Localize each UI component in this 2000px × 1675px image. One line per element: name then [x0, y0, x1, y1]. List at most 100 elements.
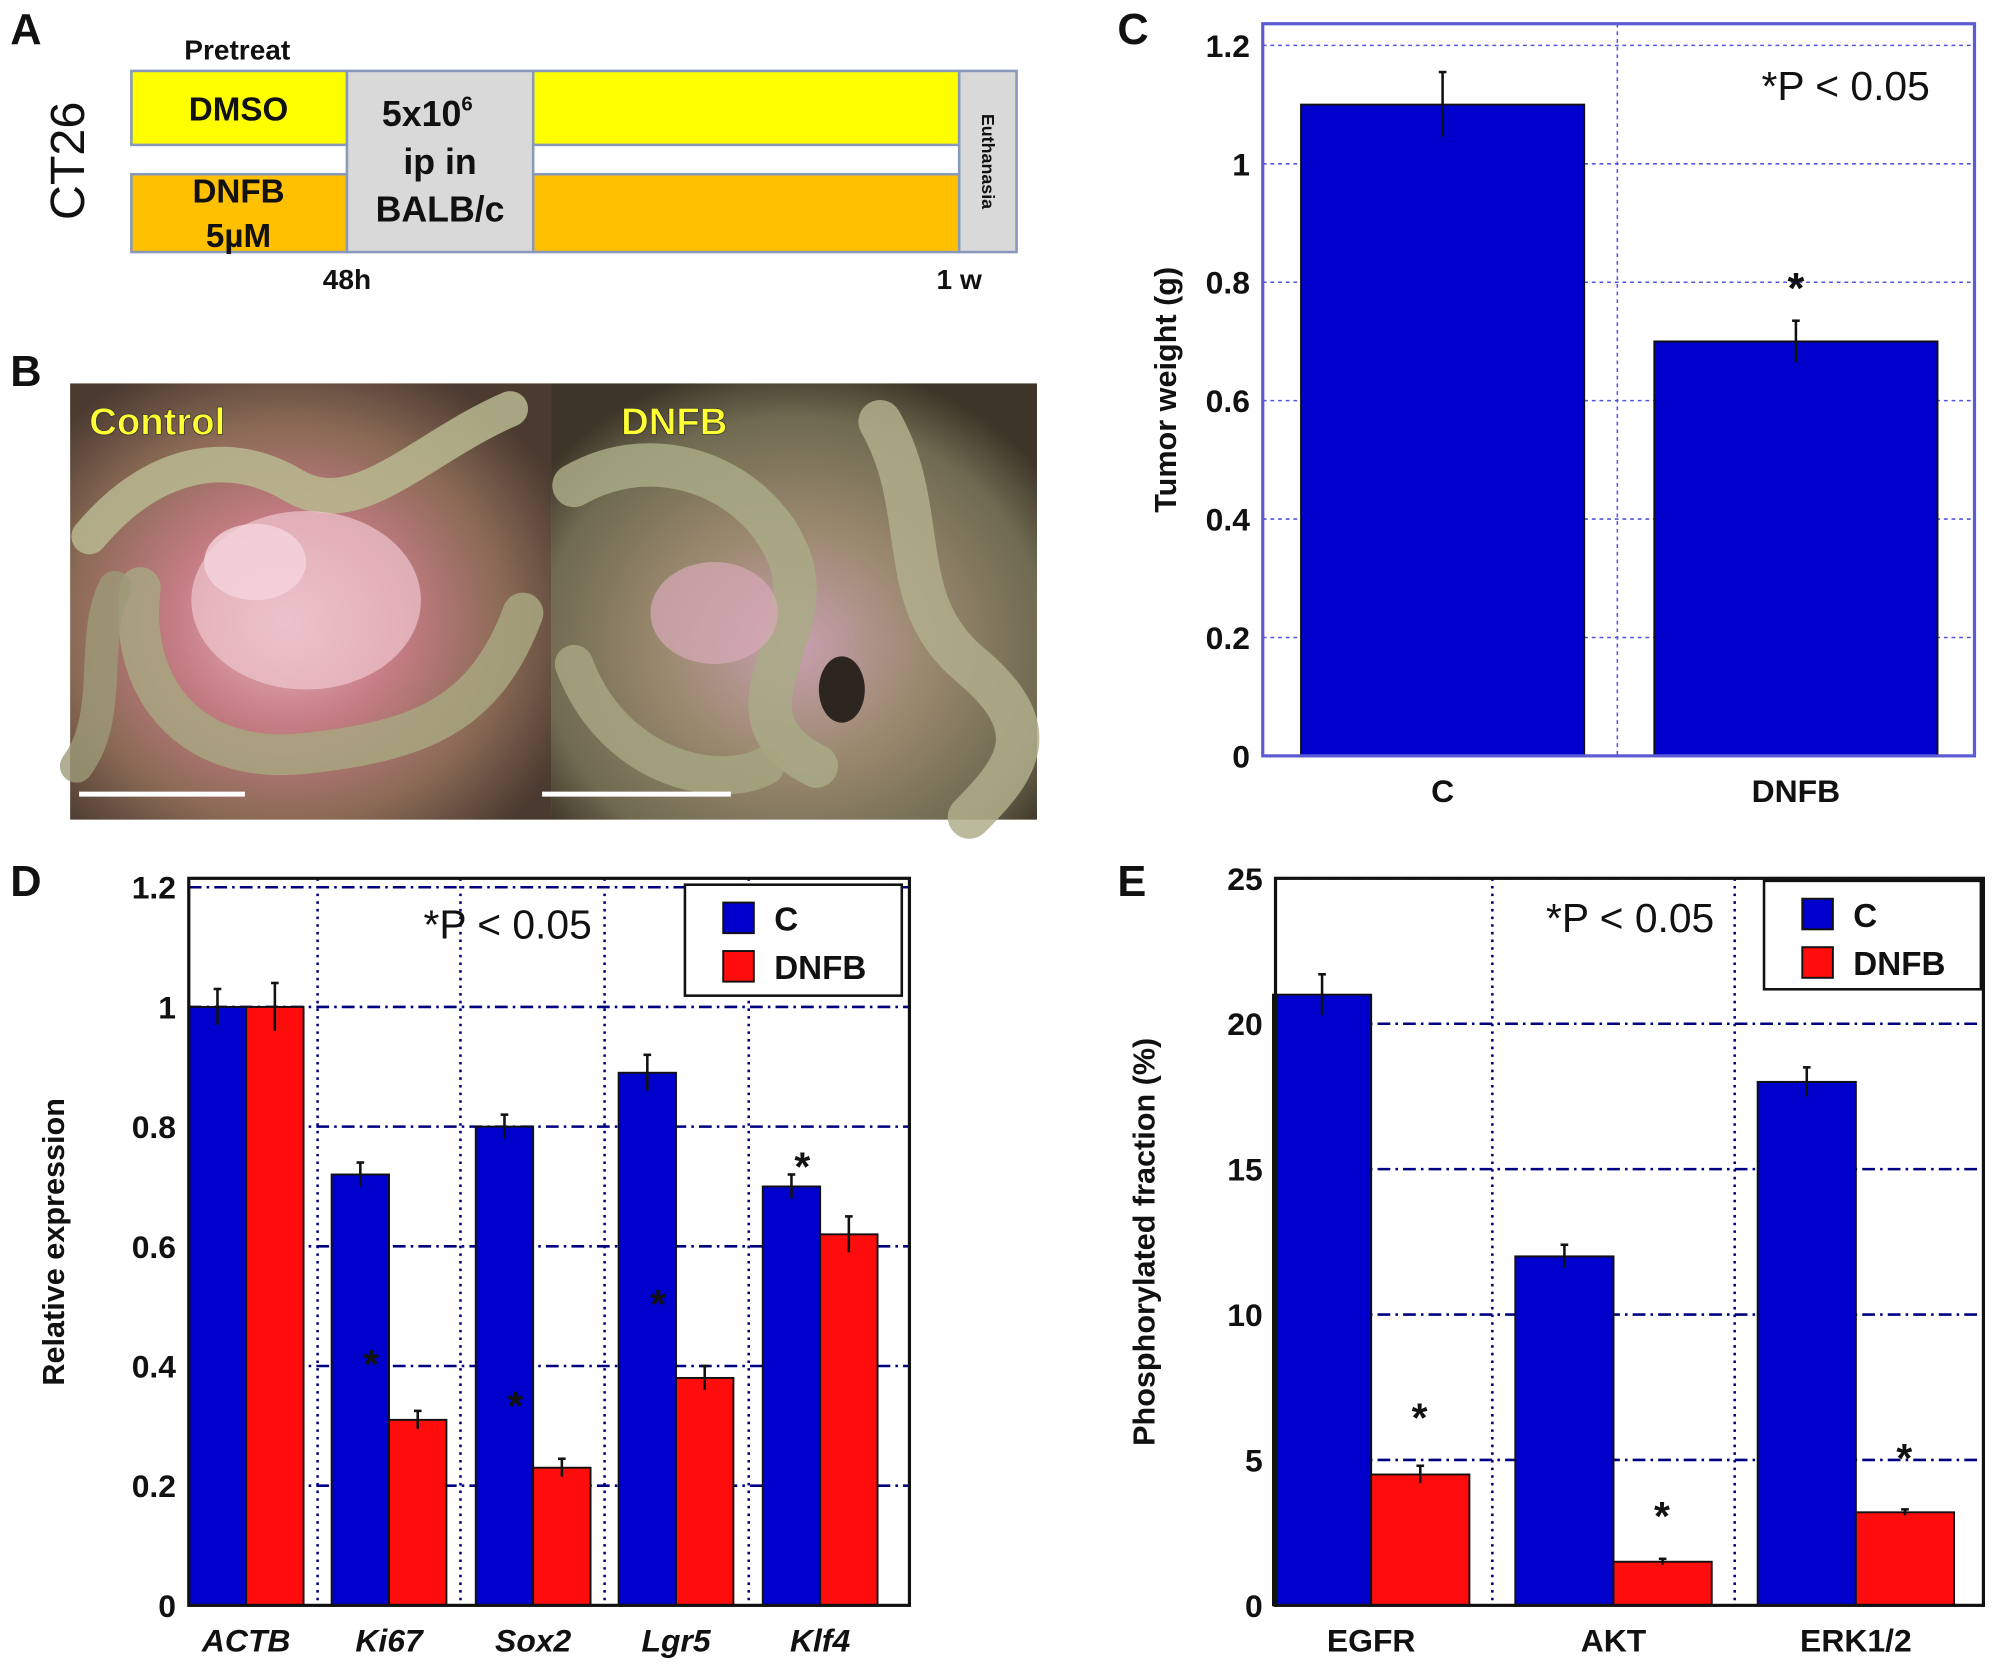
y-axis-label: Phosphorylated fraction (%) — [1127, 1038, 1161, 1446]
plot-frame — [1261, 22, 1977, 758]
p-value-annotation: *P < 0.05 — [424, 901, 592, 947]
x-tick-label: ERK1/2 — [1800, 1622, 1912, 1658]
y-tick-label: 1 — [158, 989, 176, 1025]
dmso-label: DMSO — [189, 92, 288, 129]
y-tick-label: 1 — [1232, 146, 1250, 182]
p-value-annotation: *P < 0.05 — [1762, 63, 1930, 109]
bar-ki67-c — [330, 1173, 390, 1607]
timepoint-1w: 1 w — [937, 264, 982, 295]
dnfb-followup-bar — [531, 172, 961, 254]
significance-asterisk: * — [794, 1143, 810, 1189]
x-tick-label: AKT — [1581, 1622, 1647, 1658]
chart-e-phosphorylated-fraction: 0 5 10 15 20 25 EGFR AKT ERK1/2 * * * *P < 0.05 Phosp… — [1127, 861, 1986, 1658]
bar-actb-dnfb — [245, 1005, 305, 1607]
bar-lgr5-c — [617, 1071, 677, 1607]
timepoint-48h: 48h — [323, 264, 371, 295]
bar-sox2-c — [474, 1125, 535, 1607]
injection-box — [345, 69, 535, 254]
cell-line-label: CT26 — [41, 102, 95, 220]
panel-label-d: D — [10, 858, 41, 906]
y-tick-label: 0.8 — [1206, 265, 1250, 301]
panel-b-photos: Control DNFB — [59, 383, 1040, 839]
x-tick-label: Klf4 — [790, 1622, 850, 1658]
legend-swatch-dnfb — [1801, 946, 1834, 979]
legend-swatch-c — [722, 901, 755, 935]
bar-egfr-c — [1272, 993, 1373, 1607]
legend-swatch-dnfb — [722, 950, 755, 983]
x-tick-label: DNFB — [1752, 773, 1841, 809]
legend-label-dnfb: DNFB — [774, 950, 866, 987]
x-tick-label: ACTB — [201, 1622, 291, 1658]
y-tick-label: 0.2 — [1206, 620, 1250, 656]
y-tick-label: 15 — [1227, 1152, 1262, 1188]
chart-c-tumor-weight: 0 0.2 0.4 0.6 0.8 1 1.2 C DNFB * *P < 0.05 Tumor we… — [1149, 22, 1977, 809]
significance-asterisk: * — [507, 1383, 523, 1429]
legend-box — [683, 883, 904, 997]
dmso-pretreat-bar — [130, 69, 349, 147]
bar-ki67-dnfb — [388, 1418, 448, 1607]
y-axis-label: Tumor weight (g) — [1149, 267, 1183, 513]
y-tick-label: 0.4 — [1206, 502, 1251, 538]
injection-line3: BALB/c — [376, 189, 505, 229]
y-tick-label: 20 — [1227, 1006, 1262, 1042]
dnfb-label: DNFB — [192, 173, 284, 210]
bar-dnfb — [1653, 340, 1939, 757]
significance-asterisk: * — [363, 1341, 379, 1387]
bar-erk12-dnfb — [1854, 1511, 1956, 1607]
y-tick-label: 1.2 — [1206, 28, 1250, 64]
significance-asterisk: * — [1896, 1435, 1912, 1481]
x-tick-label: Ki67 — [355, 1622, 424, 1658]
bar-actb-c — [187, 1005, 248, 1607]
panel-label-c: C — [1117, 6, 1148, 54]
chart-d-relative-expression: 0 0.2 0.4 0.6 0.8 1 1.2 ACTB Ki67 Sox2 Lgr5 Klf4 * * *… — [37, 870, 912, 1658]
y-tick-label: 0.8 — [132, 1109, 176, 1145]
y-tick-label: 0.2 — [132, 1468, 176, 1504]
legend-label-dnfb: DNFB — [1853, 946, 1945, 983]
y-tick-label: 0.6 — [132, 1229, 176, 1265]
y-tick-label: 0.6 — [1206, 383, 1250, 419]
significance-asterisk: * — [1787, 265, 1804, 313]
injection-line1: 5x106 — [382, 93, 473, 133]
euthanasia-label: Euthanasia — [978, 114, 998, 210]
y-tick-label: 25 — [1227, 861, 1262, 897]
panel-a-timeline: CT26 Pretreat DMSO DNFB 5µM 5x106 ip in … — [41, 34, 1018, 295]
dnfb-pretreat-bar — [130, 172, 349, 254]
bar-sox2-dnfb — [532, 1466, 592, 1607]
dnfb-dose-label: 5µM — [206, 218, 271, 255]
legend-swatch-c — [1801, 897, 1834, 931]
y-tick-label: 1.2 — [132, 870, 176, 906]
x-tick-label: EGFR — [1327, 1622, 1416, 1658]
y-tick-label: 5 — [1245, 1442, 1263, 1478]
legend-label-c: C — [774, 902, 798, 939]
euthanasia-box — [957, 69, 1018, 254]
panel-label-b: B — [10, 348, 41, 396]
bar-erk12-c — [1756, 1080, 1857, 1607]
x-tick-label: Sox2 — [495, 1622, 571, 1658]
control-photo — [59, 383, 552, 820]
x-tick-label: C — [1431, 773, 1454, 809]
y-tick-label: 0 — [1232, 738, 1250, 774]
dnfb-photo — [551, 383, 1040, 839]
control-photo-label: Control — [89, 400, 225, 443]
y-axis-label: Relative expression — [37, 1098, 71, 1386]
y-tick-label: 10 — [1227, 1297, 1262, 1333]
p-value-annotation: *P < 0.05 — [1546, 895, 1714, 941]
bar-akt-c — [1514, 1255, 1615, 1607]
significance-asterisk: * — [1412, 1394, 1428, 1440]
plot-frame — [1273, 876, 1986, 1607]
bar-akt-dnfb — [1612, 1560, 1713, 1607]
plot-frame — [187, 876, 912, 1607]
significance-asterisk: * — [650, 1281, 666, 1327]
y-tick-label: 0 — [1245, 1588, 1263, 1624]
x-tick-label: Lgr5 — [641, 1622, 711, 1658]
y-tick-label: 0 — [158, 1588, 176, 1624]
bar-klf4-c — [761, 1185, 822, 1607]
panel-label-e: E — [1117, 858, 1146, 906]
pretreat-label: Pretreat — [184, 34, 290, 65]
dnfb-photo-label: DNFB — [621, 400, 727, 443]
legend-box — [1762, 879, 1983, 991]
y-tick-label: 0.4 — [132, 1348, 177, 1384]
significance-asterisk: * — [1654, 1493, 1670, 1539]
bar-egfr-dnfb — [1370, 1473, 1471, 1607]
panel-label-a: A — [10, 6, 41, 54]
